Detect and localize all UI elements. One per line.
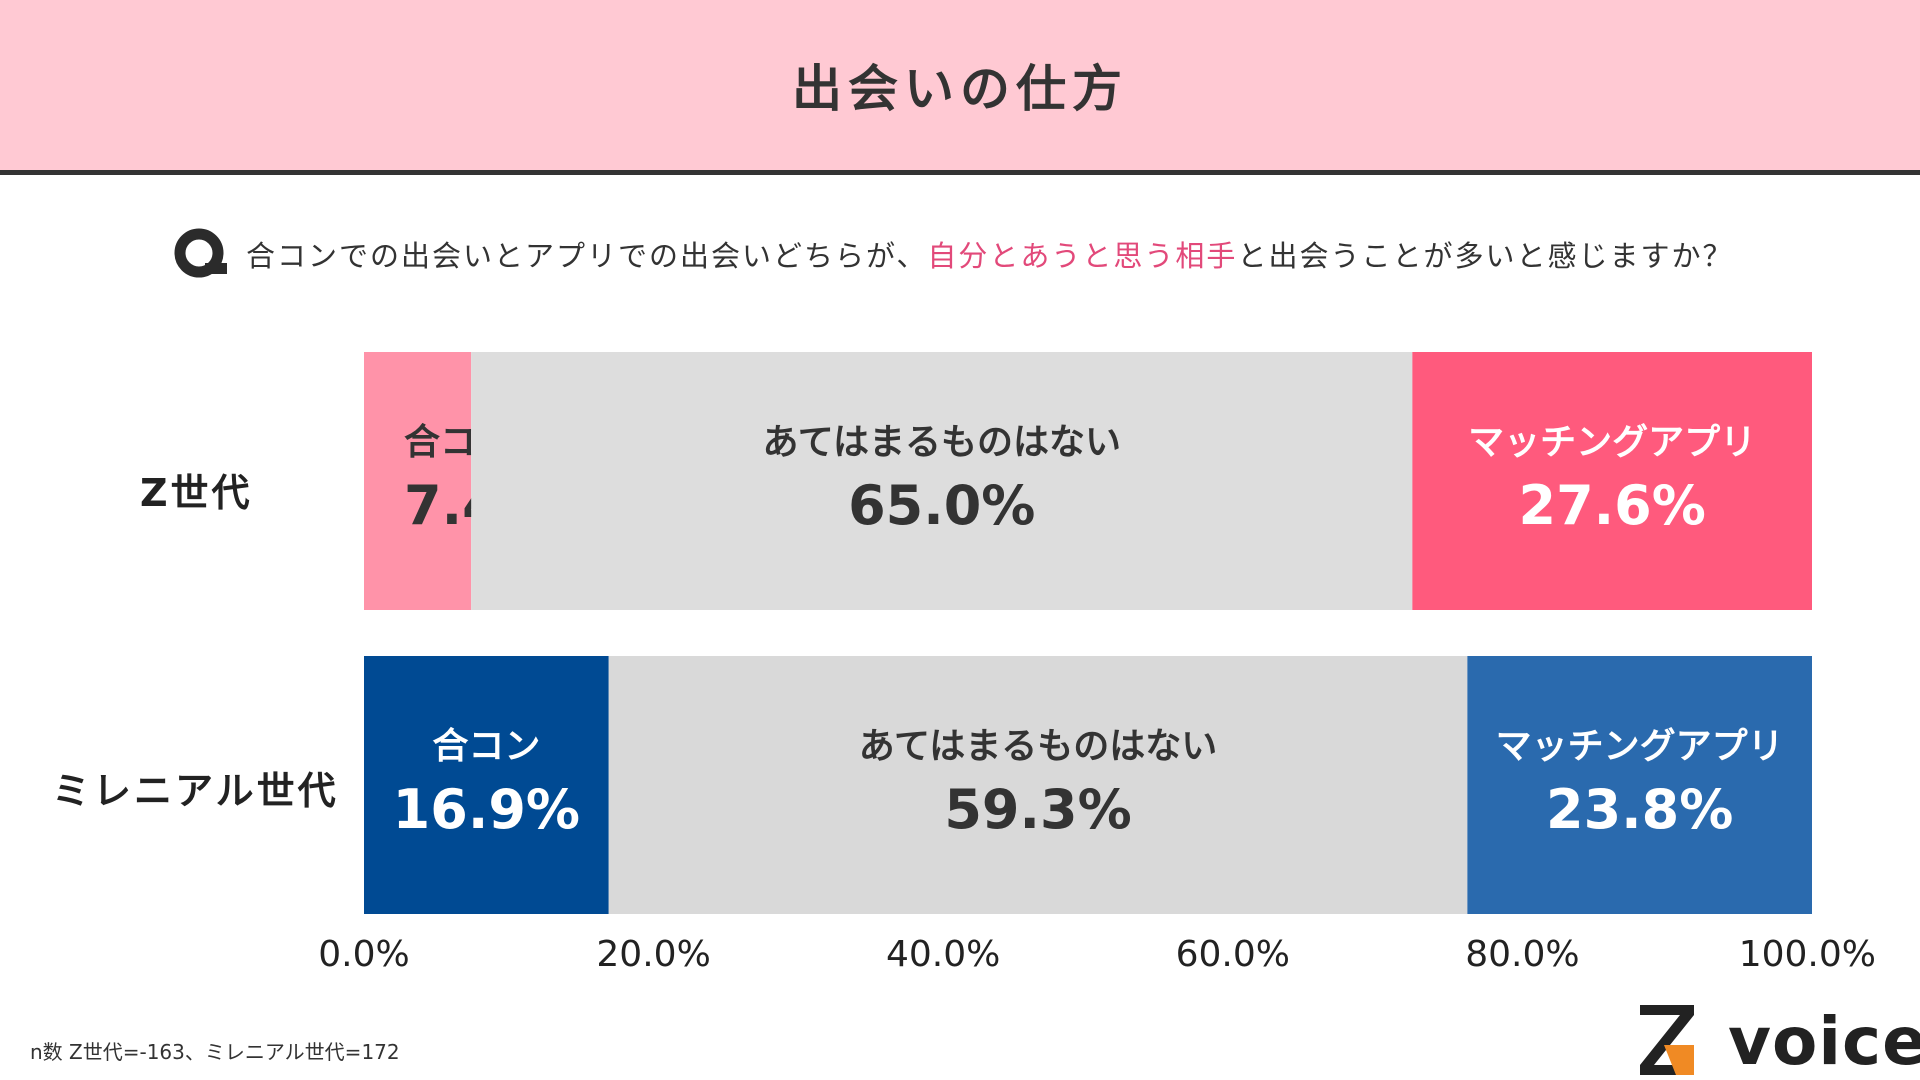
- value-label-millennial-matching-app: 23.8%: [1546, 778, 1733, 841]
- x-tick-label: 20.0%: [596, 934, 710, 975]
- segment-name-millennial-matching-app: マッチングアプリ: [1496, 726, 1784, 767]
- value-label-millennial-goukon: 16.9%: [393, 778, 580, 841]
- question-text-highlight: 自分とあうと思う相手: [927, 239, 1238, 273]
- category-label-millennial: ミレニアル世代: [52, 769, 339, 813]
- sample-size-footnote: n数 Z世代=-163、ミレニアル世代=172: [30, 1040, 400, 1064]
- question-text-before: 合コンでの出会いとアプリでの出会いどちらが、: [246, 239, 928, 273]
- z-logo-mark: [1640, 1005, 1694, 1075]
- category-label-z-generation: Z世代: [140, 471, 253, 515]
- bar-z-generation-none: [471, 352, 1413, 610]
- header-banner: 出会いの仕方: [0, 0, 1920, 175]
- segment-name-millennial-goukon: 合コン: [432, 726, 540, 767]
- x-tick-label: 100.0%: [1739, 934, 1876, 975]
- segment-name-z-generation-matching-app: マッチングアプリ: [1468, 422, 1756, 463]
- question-text-after: と出会うことが多いと感じますか？: [1237, 239, 1734, 273]
- question-text: 合コンでの出会いとアプリでの出会いどちらが、自分とあうと思う相手と出会うことが多…: [246, 233, 1733, 275]
- x-tick-label: 80.0%: [1465, 934, 1579, 975]
- bar-millennial-none: [608, 656, 1468, 914]
- segment-name-millennial-none: あてはまるものはない: [859, 726, 1218, 767]
- logo-text: voice: [1728, 1003, 1920, 1080]
- value-label-z-generation-matching-app: 27.6%: [1519, 474, 1706, 537]
- bar-millennial-goukon: [364, 656, 609, 914]
- question-row: 合コンでの出会いとアプリでの出会いどちらが、自分とあうと思う相手と出会うことが多…: [172, 224, 1733, 284]
- value-label-z-generation-none: 65.0%: [848, 474, 1035, 537]
- page-title: 出会いの仕方: [792, 60, 1128, 118]
- x-tick-label: 0.0%: [318, 934, 409, 975]
- x-tick-label: 40.0%: [886, 934, 1000, 975]
- bar-z-generation-goukon: [364, 352, 472, 610]
- value-label-millennial-none: 59.3%: [944, 778, 1131, 841]
- x-tick-label: 60.0%: [1176, 934, 1290, 975]
- zvoice-logo: voice: [1636, 995, 1920, 1080]
- q-icon: [172, 225, 230, 283]
- segment-name-z-generation-none: あてはまるものはない: [762, 422, 1121, 463]
- bar-millennial-matching-app: [1467, 656, 1812, 914]
- bar-z-generation-matching-app: [1412, 352, 1812, 610]
